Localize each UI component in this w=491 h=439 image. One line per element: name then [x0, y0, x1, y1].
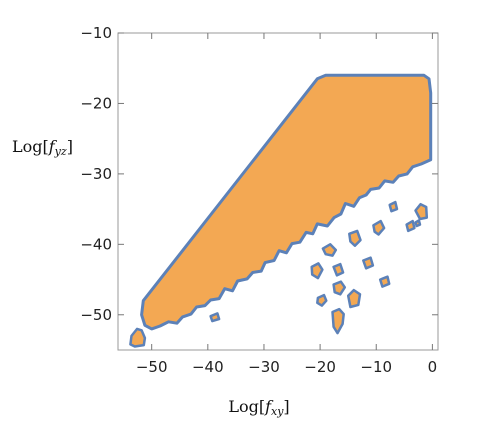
island-region	[348, 229, 362, 247]
x-axis-ticks: −50 −40 −30 −20 −10 0	[136, 33, 437, 376]
island-region	[414, 219, 422, 228]
y-tick-label: −20	[80, 94, 112, 112]
plot-frame	[117, 32, 439, 351]
y-tick-label: −30	[80, 165, 112, 183]
island-region	[372, 219, 386, 236]
contour-regions	[129, 73, 433, 348]
island-region	[209, 312, 221, 323]
island-region	[378, 275, 391, 288]
island-region	[331, 307, 345, 335]
island-region	[388, 200, 399, 213]
island-region	[321, 243, 338, 257]
island-region	[405, 219, 416, 233]
x-axis-label: Log[fxy]	[228, 397, 289, 418]
island-region	[332, 262, 345, 277]
island-region	[129, 327, 147, 348]
island-region	[414, 202, 429, 221]
y-axis-label: Log[fyz]	[12, 137, 73, 158]
island-region	[310, 262, 324, 280]
x-tick-label: −10	[360, 358, 392, 376]
y-axis-ticks: −10 −20 −30 −40 −50	[80, 24, 438, 324]
main-region	[140, 73, 433, 331]
x-tick-label: −20	[304, 358, 336, 376]
y-tick-label: −50	[80, 306, 112, 324]
x-tick-label: −30	[248, 358, 280, 376]
island-region	[362, 256, 375, 270]
x-tick-label: −40	[192, 358, 224, 376]
y-tick-label: −40	[80, 235, 112, 253]
x-tick-label: 0	[428, 358, 438, 376]
island-region	[332, 280, 347, 296]
x-tick-label: −50	[136, 358, 168, 376]
y-tick-label: −10	[80, 24, 112, 42]
island-region	[346, 288, 362, 309]
island-region	[316, 293, 328, 307]
